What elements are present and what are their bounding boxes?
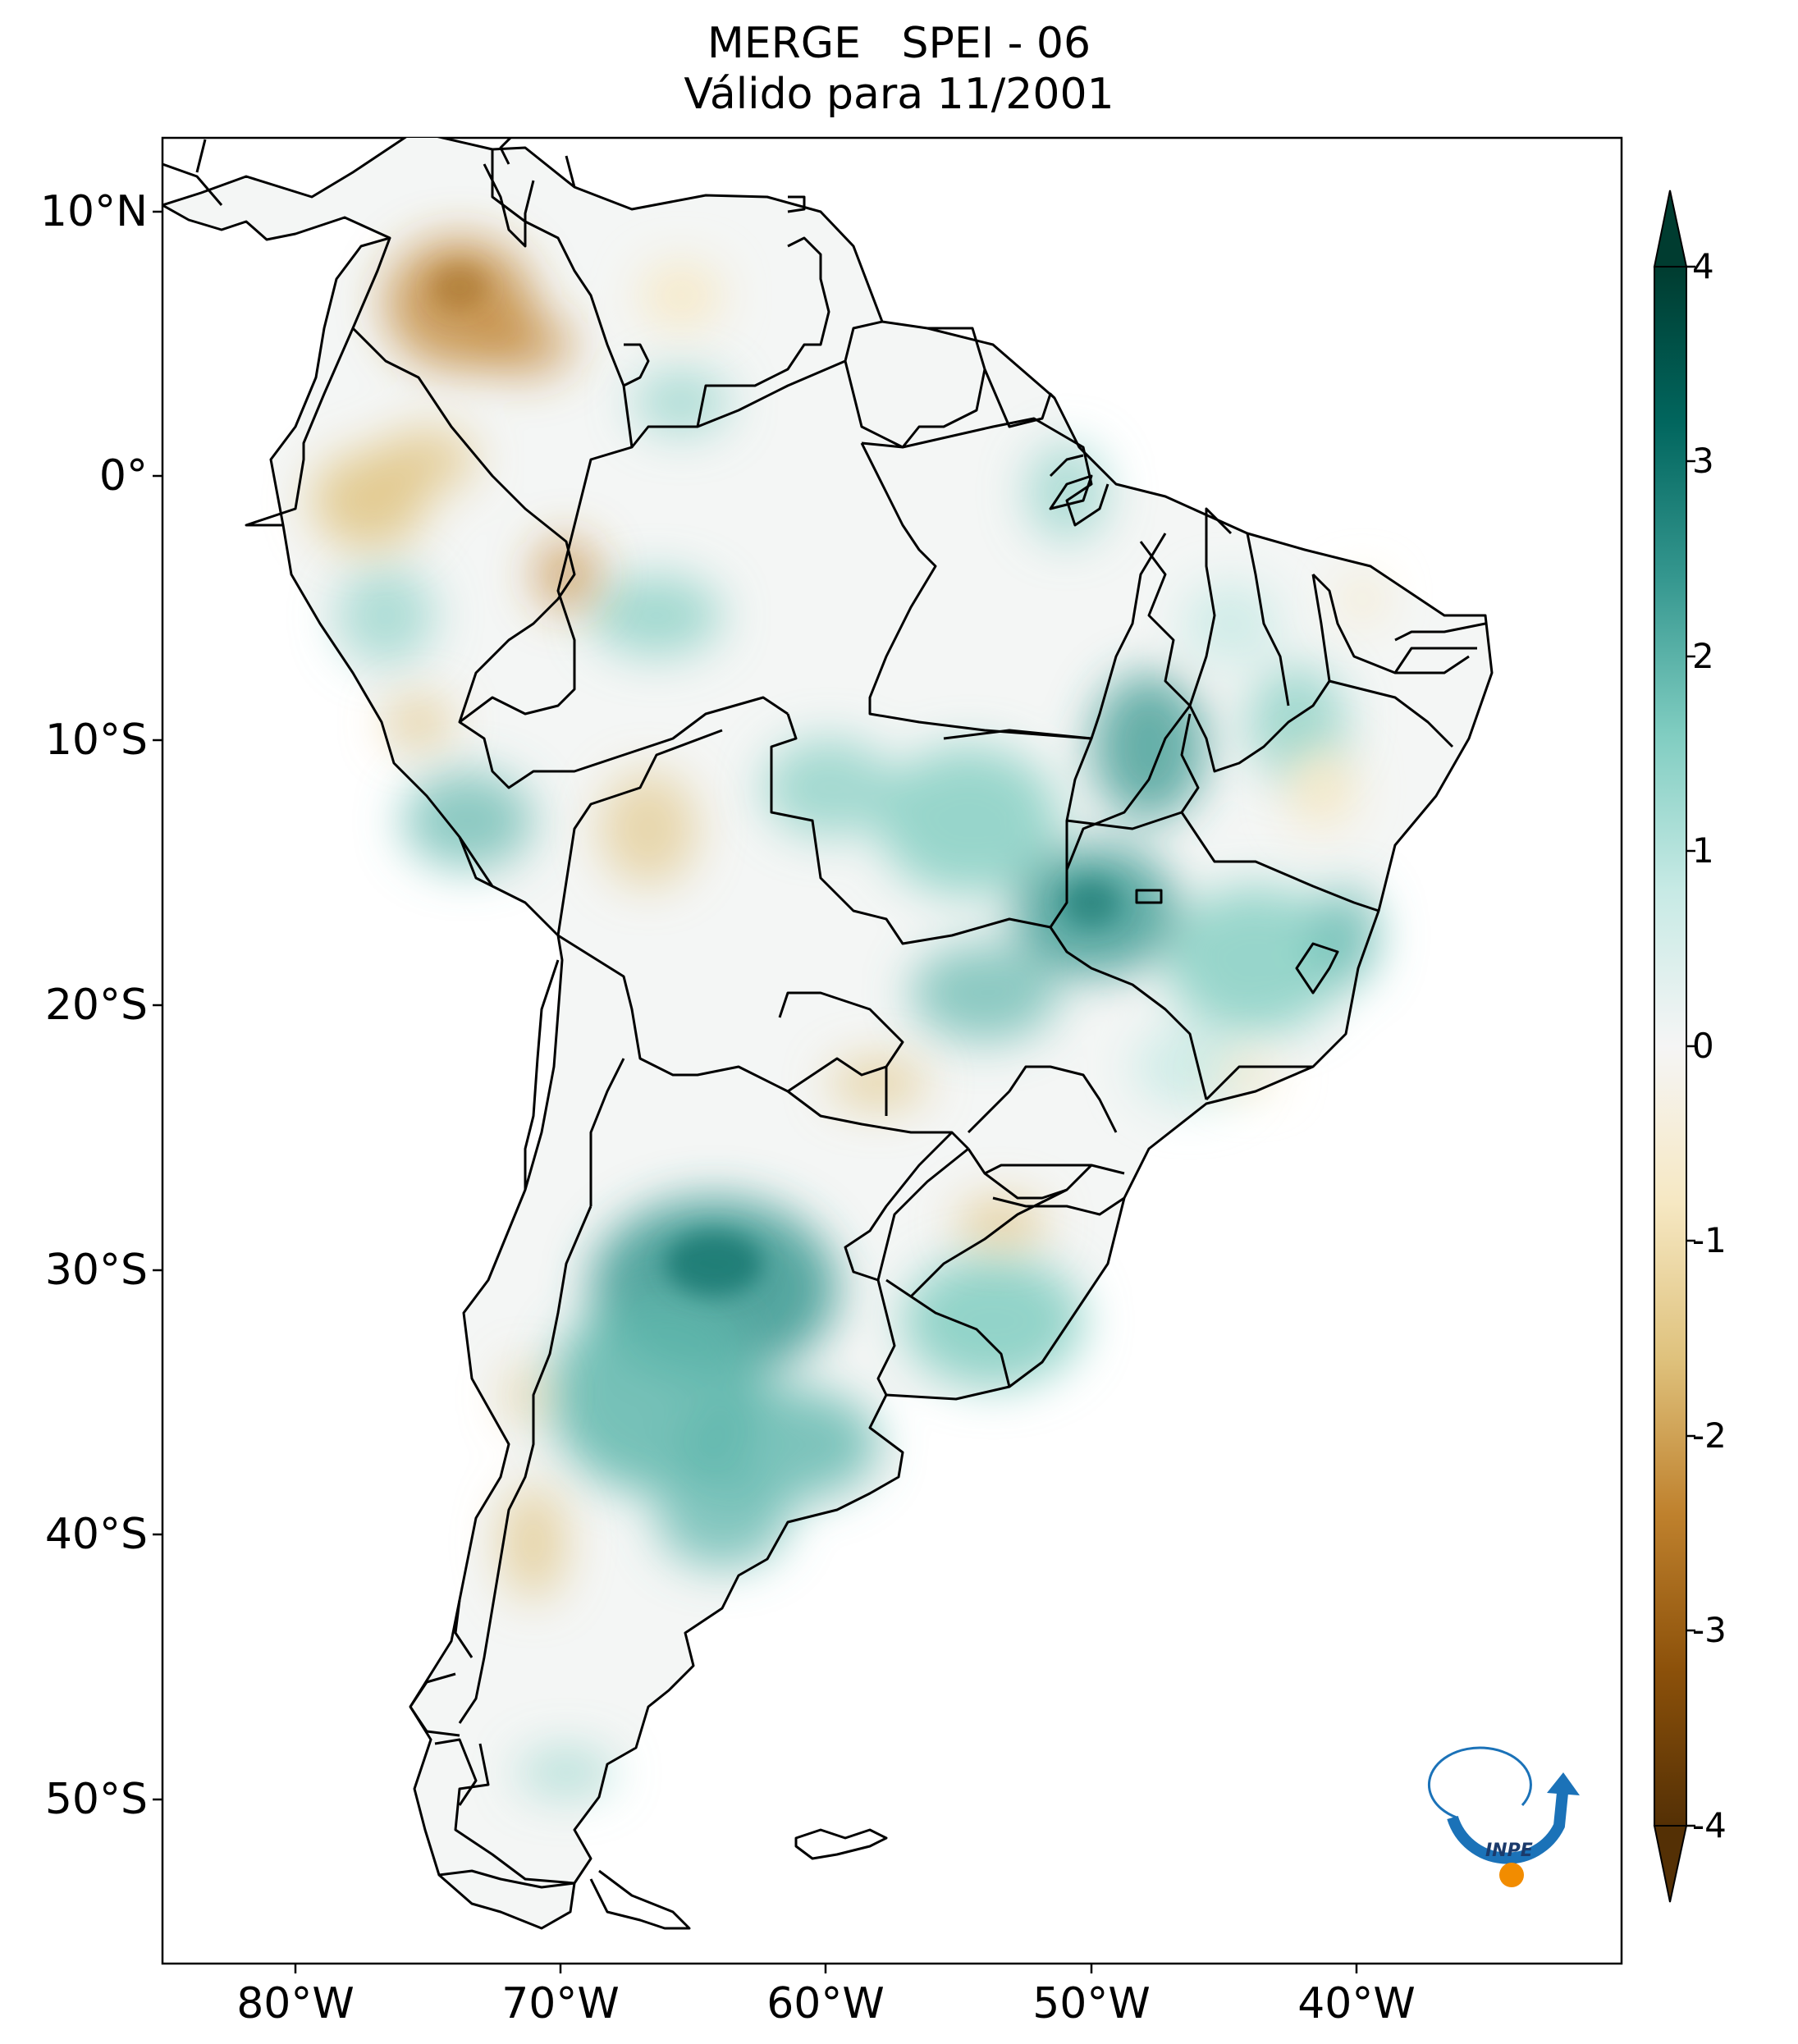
colorbar-label-4: 4 [1692,246,1714,286]
colorbar-label-1: 1 [1692,830,1714,871]
lat-label-30s: 30°S [44,1246,148,1295]
colorbar-label-2: 2 [1692,636,1714,676]
colorbar-label-neg3: -3 [1692,1610,1727,1650]
lat-label-10n: 10°N [39,187,148,236]
lon-label-60w: 60°W [766,1979,885,2028]
title-line-2: Válido para 11/2001 [684,70,1114,119]
title-line-1: MERGE SPEI - 06 [707,19,1091,68]
colorbar-body [1654,266,1687,1827]
lat-label-0: 0° [98,451,148,501]
axis-ticks [153,210,1358,1973]
lon-label-50w: 50°W [1032,1979,1151,2028]
colorbar [1653,190,1695,1903]
colorbar-label-0: 0 [1692,1026,1714,1066]
lon-label-80w: 80°W [236,1979,355,2028]
colorbar-label-neg2: -2 [1692,1415,1727,1456]
lat-label-20s: 20°S [44,981,148,1030]
logo-sun-icon [1499,1863,1524,1887]
colorbar-label-neg1: -1 [1692,1220,1727,1260]
colorbar-label-neg4: -4 [1692,1805,1727,1845]
colorbar-label-3: 3 [1692,441,1714,481]
logo-arc-icon [1447,1784,1569,1864]
lon-label-40w: 40°W [1297,1979,1416,2028]
lon-label-70w: 70°W [501,1979,620,2028]
logo-orbit-icon [1428,1746,1532,1819]
coastline-and-borders [162,138,1494,1930]
lat-label-40s: 40°S [44,1510,148,1559]
inpe-logo: INPE [1428,1746,1580,1887]
logo-text: INPE [1485,1841,1533,1861]
colorbar-extend-bottom [1653,1825,1688,1903]
strong-anomalies [431,263,1120,1296]
colorbar-extend-top [1653,190,1688,268]
chart-title: MERGE SPEI - 06 Válido para 11/2001 [0,18,1798,120]
lat-label-50s: 50°S [44,1775,148,1824]
lat-label-10s: 10°S [44,716,148,765]
logo-arrow-icon [1547,1772,1580,1795]
